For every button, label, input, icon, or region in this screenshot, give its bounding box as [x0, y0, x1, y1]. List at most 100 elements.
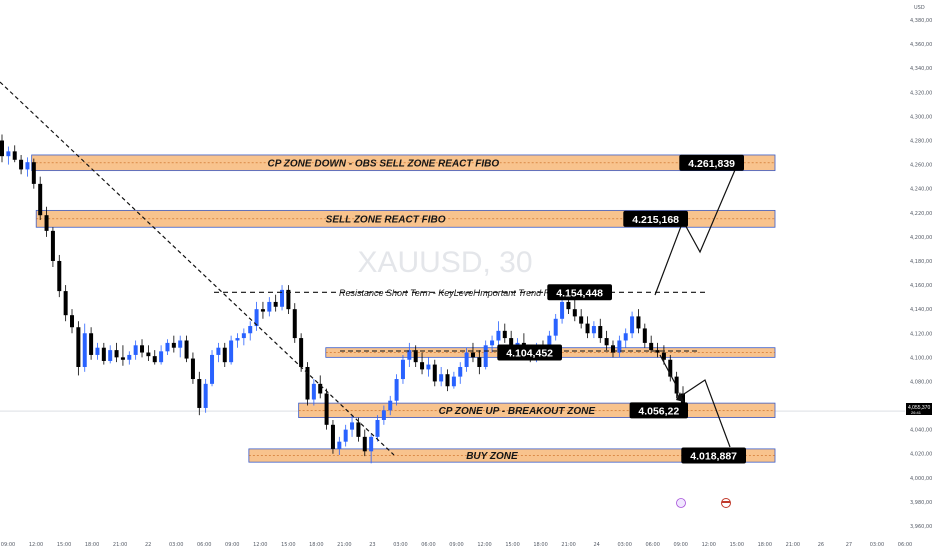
candle-body [496, 330, 501, 341]
candle-body [305, 366, 310, 400]
candle-body [216, 347, 221, 355]
x-tick-label: 06:00 [421, 542, 435, 548]
candle-body [280, 289, 285, 307]
candle-body [470, 352, 475, 358]
x-tick-label: 26 [818, 542, 824, 548]
candle-body [553, 318, 558, 336]
time-axis[interactable]: 09:00 12:00 15:00 18:00 21:00 22 03:00 06:00 09:… [1, 542, 912, 548]
candle-body [330, 424, 335, 449]
candle-body [299, 338, 304, 367]
y-tick-label: 4,220,000 [910, 211, 932, 217]
candle-body [413, 350, 418, 363]
x-tick-label: 15:00 [281, 542, 295, 548]
candle-body [19, 159, 24, 170]
x-tick-label: 18:00 [758, 542, 772, 548]
candle-body [248, 326, 253, 334]
level-tag [681, 447, 746, 464]
y-tick-label: 4,100,000 [910, 355, 932, 361]
candle-body [636, 316, 641, 329]
candle-body [152, 356, 157, 363]
y-tick-label: 4,380,000 [910, 18, 932, 24]
candle-body [356, 422, 361, 437]
candle-body [318, 383, 323, 394]
candle-body [655, 350, 660, 353]
level-value: 4.261,839 [688, 158, 735, 170]
candle-body [203, 383, 208, 408]
candle-body [432, 364, 437, 382]
candle-body [604, 338, 609, 346]
candle-body [477, 357, 482, 367]
y-tick-label: 4,040,000 [910, 428, 932, 434]
candle-body [630, 316, 635, 334]
candle-body [362, 436, 367, 452]
level-tag [547, 284, 612, 301]
candle-body [292, 309, 297, 339]
candle-body [31, 162, 36, 184]
candle-body [82, 333, 87, 367]
candle-body [681, 393, 685, 411]
candle-body [490, 340, 495, 346]
y-tick-label: 3,960,000 [910, 524, 932, 530]
x-tick-label: 21:00 [113, 542, 127, 548]
candle-body [273, 301, 278, 307]
y-tick-label: 4,080,000 [910, 379, 932, 385]
y-tick-label: 4,140,000 [910, 307, 932, 313]
candle-body [661, 352, 666, 360]
candle-body [6, 151, 11, 157]
candle-body [210, 354, 215, 384]
x-tick-label: 09:00 [1, 542, 15, 548]
candle-body [388, 400, 393, 411]
candle-body [12, 151, 17, 160]
candle-body [0, 140, 4, 157]
x-tick-label: 06:00 [898, 542, 912, 548]
candle-body [95, 347, 100, 355]
x-tick-label: 03:00 [617, 542, 631, 548]
x-tick-label: 09:00 [449, 542, 463, 548]
x-tick-label: 21:00 [337, 542, 351, 548]
y-tick-label: 4,280,000 [910, 139, 932, 145]
x-tick-label: 03:00 [870, 542, 884, 548]
candle-body [140, 345, 145, 353]
candle-body [286, 289, 291, 310]
level-value: 4.056,22 [638, 405, 679, 417]
candle-body [114, 350, 119, 358]
x-tick-label: 12:00 [253, 542, 267, 548]
y-tick-label: 4,180,000 [910, 259, 932, 265]
candle-body [25, 162, 30, 170]
candle-body [108, 350, 113, 361]
candle-body [324, 393, 329, 425]
level-tag [623, 210, 688, 227]
x-tick-label: 21:00 [786, 542, 800, 548]
x-tick-label: 18:00 [533, 542, 547, 548]
candle-body [610, 345, 615, 353]
candle-body [101, 347, 106, 361]
symbol-watermark: XAUUSD, 30 [357, 246, 532, 279]
candle-body [127, 354, 132, 360]
candle-body [509, 338, 514, 348]
x-tick-label: 24 [593, 542, 599, 548]
x-tick-label: 18:00 [85, 542, 99, 548]
y-tick-label: 4,260,000 [910, 163, 932, 169]
candle-body [337, 441, 342, 449]
candle-body [369, 436, 374, 452]
event-marker-icon[interactable] [676, 498, 686, 508]
price-axis[interactable]: 4,380,000 4,360,000 4,340,000 4,320,000 4,30… [910, 18, 932, 530]
x-tick-label: 06:00 [646, 542, 660, 548]
candle-body [407, 350, 412, 360]
candle-body [89, 333, 94, 355]
candle-body [458, 366, 463, 377]
zone-label: SELL ZONE REACT FIBO [326, 214, 446, 225]
candle-body [343, 429, 348, 442]
us-flag-stripes [722, 501, 730, 503]
candle-body [591, 326, 596, 334]
y-tick-label: 4,360,000 [910, 42, 932, 48]
candle-body [572, 309, 577, 317]
y-tick-label: 4,000,000 [910, 476, 932, 482]
x-tick-label: 15:00 [57, 542, 71, 548]
projection-up-path [654, 169, 736, 296]
currency-label: USD [914, 5, 925, 11]
x-tick-label: 12:00 [702, 542, 716, 548]
candle-body [190, 358, 195, 380]
candle-body [642, 328, 647, 343]
